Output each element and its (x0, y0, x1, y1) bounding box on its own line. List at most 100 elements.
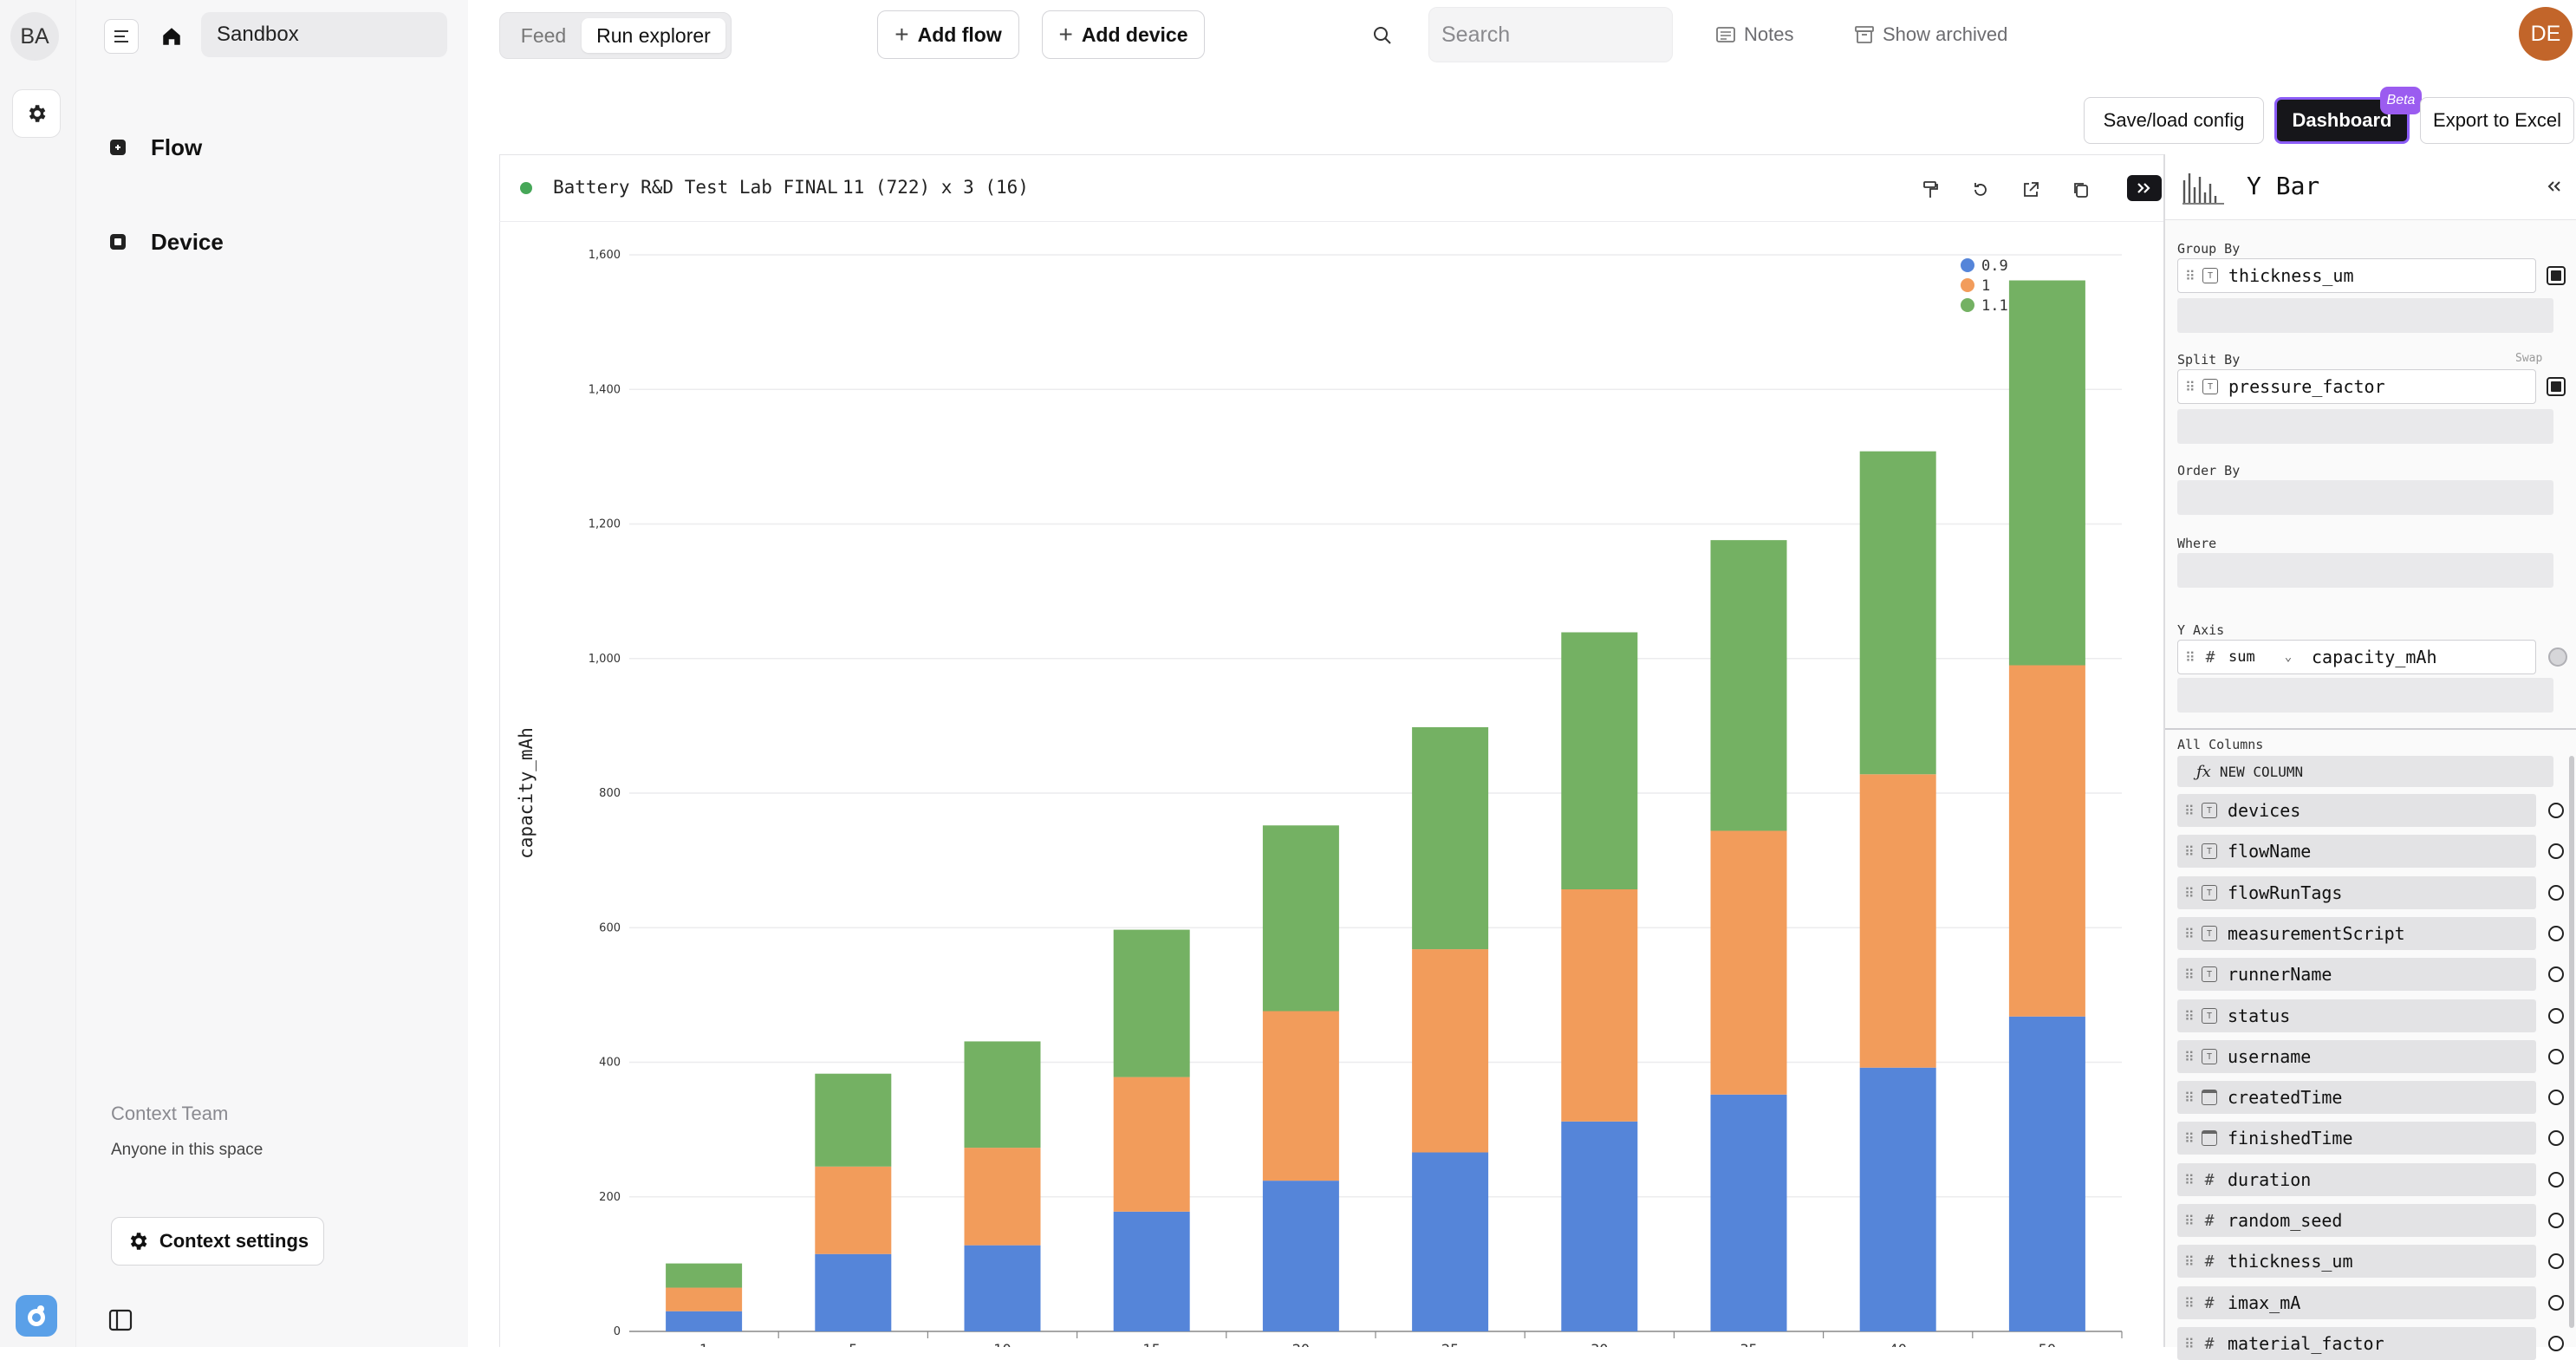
y-axis-radio[interactable] (2548, 647, 2567, 667)
open-external-icon[interactable] (2018, 177, 2044, 203)
workspace-avatar[interactable]: BA (10, 12, 59, 61)
format-paint-icon[interactable] (1917, 177, 1943, 203)
column-item[interactable]: ⠿ # thickness_um (2177, 1245, 2536, 1278)
group-by-dropzone[interactable] (2177, 298, 2553, 333)
column-select-radio[interactable] (2548, 1336, 2564, 1351)
drag-handle-icon[interactable]: ⠿ (2185, 648, 2195, 666)
status-indicator (520, 182, 532, 194)
sidebar-item-device[interactable]: Device (109, 221, 224, 263)
bar-segment (964, 1041, 1041, 1149)
group-by-field[interactable]: ⠿ T thickness_um (2177, 258, 2536, 293)
split-by-toggle[interactable] (2547, 377, 2566, 396)
drag-handle-icon[interactable]: ⠿ (2185, 378, 2195, 395)
export-excel-button[interactable]: Export to Excel (2420, 97, 2574, 144)
bar-segment (1561, 1121, 1638, 1331)
menu-icon (114, 30, 128, 42)
drag-handle-icon[interactable]: ⠿ (2185, 267, 2195, 284)
tab-run-explorer[interactable]: Run explorer (582, 18, 725, 53)
drag-handle-icon[interactable]: ⠿ (2184, 1171, 2195, 1188)
menu-toggle-button[interactable] (104, 19, 139, 54)
split-by-dropzone[interactable] (2177, 409, 2553, 444)
y-axis-dropzone[interactable] (2177, 678, 2553, 713)
drag-handle-icon[interactable]: ⠿ (2184, 884, 2195, 901)
new-column-button[interactable]: ƒx NEW COLUMN (2177, 756, 2553, 787)
tab-feed[interactable]: Feed (520, 23, 567, 47)
search-icon[interactable] (1368, 21, 1397, 50)
drag-handle-icon[interactable]: ⠿ (2184, 1129, 2195, 1147)
where-dropzone[interactable] (2177, 553, 2553, 588)
column-name: imax_mA (2228, 1292, 2301, 1313)
toggle-panel-button[interactable] (106, 1305, 135, 1335)
scrollbar[interactable] (2569, 756, 2574, 1328)
column-select-radio[interactable] (2548, 926, 2564, 941)
save-load-config-button[interactable]: Save/load config (2084, 97, 2264, 144)
plus-icon: + (1058, 21, 1073, 48)
refresh-icon[interactable] (1968, 177, 1994, 203)
settings-button[interactable] (12, 89, 61, 138)
column-item[interactable]: ⠿ finishedTime (2177, 1122, 2536, 1155)
column-select-radio[interactable] (2548, 1090, 2564, 1105)
add-device-button[interactable]: + Add device (1042, 10, 1205, 59)
show-archived-label: Show archived (1883, 23, 2008, 45)
drag-handle-icon[interactable]: ⠿ (2184, 1253, 2195, 1270)
column-select-radio[interactable] (2548, 1130, 2564, 1146)
drag-handle-icon[interactable]: ⠿ (2184, 925, 2195, 942)
drag-handle-icon[interactable]: ⠿ (2184, 1007, 2195, 1025)
y-tick-label: 200 (599, 1191, 621, 1204)
group-by-toggle[interactable] (2547, 266, 2566, 285)
column-select-radio[interactable] (2548, 1213, 2564, 1228)
aggregate-select[interactable]: sum ⌄ (2228, 648, 2312, 666)
column-select-radio[interactable] (2548, 1008, 2564, 1024)
column-item[interactable]: ⠿ # duration (2177, 1163, 2536, 1196)
column-select-radio[interactable] (2548, 1253, 2564, 1269)
notes-button[interactable]: Notes (1716, 19, 1793, 50)
split-by-field[interactable]: ⠿ T pressure_factor (2177, 369, 2536, 404)
show-archived-button[interactable]: Show archived (1855, 19, 2007, 50)
column-item[interactable]: ⠿ # material_factor (2177, 1327, 2536, 1360)
drag-handle-icon[interactable]: ⠿ (2184, 1048, 2195, 1065)
chevrons-left-icon[interactable] (2541, 173, 2567, 199)
column-select-radio[interactable] (2548, 803, 2564, 818)
space-selector[interactable]: Sandbox (201, 12, 447, 57)
add-flow-button[interactable]: + Add flow (877, 10, 1019, 59)
bar-segment (1710, 830, 1787, 1095)
swap-button[interactable]: Swap (2515, 352, 2543, 365)
add-device-label: Add device (1081, 23, 1188, 46)
column-select-radio[interactable] (2548, 885, 2564, 901)
sidebar-item-flow[interactable]: Flow (109, 127, 202, 168)
drag-handle-icon[interactable]: ⠿ (2184, 843, 2195, 860)
column-item[interactable]: ⠿ createdTime (2177, 1081, 2536, 1114)
column-item[interactable]: ⠿ # imax_mA (2177, 1286, 2536, 1319)
column-select-radio[interactable] (2548, 843, 2564, 859)
copy-icon[interactable] (2068, 177, 2094, 203)
drag-handle-icon[interactable]: ⠿ (2184, 1089, 2195, 1106)
drag-handle-icon[interactable]: ⠿ (2184, 1212, 2195, 1229)
app-logo[interactable] (16, 1295, 57, 1337)
order-by-dropzone[interactable] (2177, 480, 2553, 515)
y-tick-label: 1,200 (589, 518, 621, 531)
drag-handle-icon[interactable]: ⠿ (2184, 966, 2195, 983)
search-input[interactable] (1428, 7, 1673, 62)
y-axis-field[interactable]: ⠿ # sum ⌄ capacity_mAh (2177, 640, 2536, 674)
collapse-config-button[interactable] (2127, 175, 2162, 201)
drag-handle-icon[interactable]: ⠿ (2184, 1294, 2195, 1311)
user-avatar[interactable]: DE (2519, 7, 2573, 61)
drag-handle-icon[interactable]: ⠿ (2184, 1335, 2195, 1352)
column-select-radio[interactable] (2548, 1172, 2564, 1188)
context-settings-button[interactable]: Context settings (111, 1217, 324, 1266)
home-button[interactable] (156, 21, 187, 52)
column-select-radio[interactable] (2548, 1295, 2564, 1311)
column-select-radio[interactable] (2548, 1049, 2564, 1064)
text-type-icon: T (2202, 843, 2217, 859)
column-select-radio[interactable] (2548, 966, 2564, 982)
column-item[interactable]: ⠿ # random_seed (2177, 1204, 2536, 1237)
chart-type-label: Y Bar (2247, 172, 2320, 200)
drag-handle-icon[interactable]: ⠿ (2184, 802, 2195, 819)
